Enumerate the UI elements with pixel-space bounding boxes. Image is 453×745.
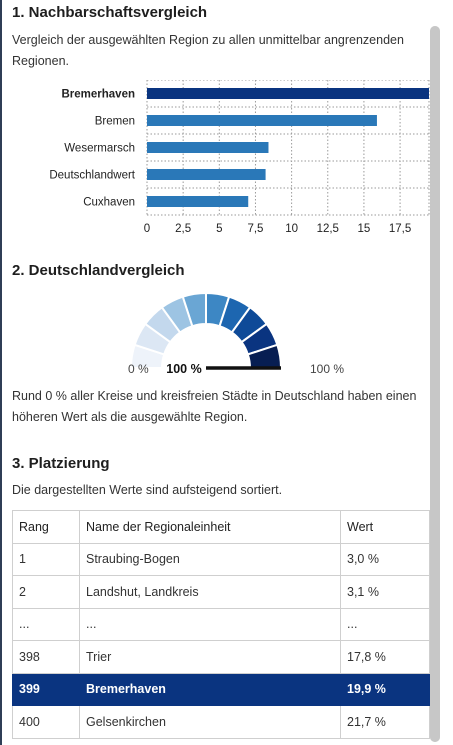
tick-label: 15 (358, 223, 371, 235)
cell-wert: 3,1 % (340, 575, 430, 609)
gauge-value-label: 100 % (166, 362, 201, 376)
table-row: ... ... ... (12, 607, 430, 641)
cell-wert: 19,9 % (340, 672, 430, 706)
tick-label: 7,5 (247, 223, 263, 235)
cell-name: ... (79, 607, 341, 641)
ranking-table-header: Rang Name der Regionaleinheit Wert (12, 510, 430, 544)
bar-bremerhaven (147, 88, 429, 99)
gauge-max-label: 100 % (310, 362, 344, 376)
vertical-scrollbar[interactable] (430, 26, 440, 742)
cell-name: Gelsenkirchen (79, 705, 341, 739)
cell-name: Straubing-Bogen (79, 542, 341, 576)
bar-cuxhaven (147, 196, 249, 207)
neighbourhood-bar-chart: Bremerhaven Bremen Wesermarsch Deutschlandw… (49, 80, 430, 235)
section1-title: 1. Nachbarschaftsvergleich (12, 4, 208, 21)
section3-description: Die dargestellten Werte sind aufsteigend… (12, 483, 283, 497)
bar-deutschlandwert (147, 169, 266, 180)
section2-title: 2. Deutschlandvergleich (12, 262, 185, 279)
cell-rang: 400 (12, 705, 80, 739)
section1-description: Vergleich der ausgewählten Region zu all… (12, 33, 404, 68)
category-label: Bremen (95, 116, 135, 128)
cell-name: Bremerhaven (79, 672, 341, 706)
cell-wert: 17,8 % (340, 640, 430, 674)
tick-label: 12,5 (317, 223, 339, 235)
table-row-selected: 399 Bremerhaven 19,9 % (12, 672, 430, 706)
category-label: Cuxhaven (83, 197, 135, 209)
category-label: Bremerhaven (61, 89, 135, 101)
ranking-table: Rang Name der Regionaleinheit Wert 1 Str… (12, 510, 430, 739)
cell-rang: 1 (12, 542, 80, 576)
section2-description: Rund 0 % aller Kreise und kreisfreien St… (12, 389, 417, 424)
cell-rang: 398 (12, 640, 80, 674)
category-label: Wesermarsch (64, 143, 135, 155)
tick-label: 2,5 (175, 223, 191, 235)
table-row: 1 Straubing-Bogen 3,0 % (12, 542, 430, 576)
table-row: 2 Landshut, Landkreis 3,1 % (12, 575, 430, 609)
cell-wert: 21,7 % (340, 705, 430, 739)
column-header-wert: Wert (340, 510, 430, 544)
cell-rang: ... (12, 607, 80, 641)
tick-label: 10 (285, 223, 298, 235)
left-border (0, 0, 2, 745)
tick-label: 0 (144, 223, 150, 235)
category-label: Deutschlandwert (49, 170, 135, 182)
column-header-rang: Rang (12, 510, 80, 544)
tick-label: 17,5 (389, 223, 411, 235)
cell-name: Trier (79, 640, 341, 674)
table-row: 400 Gelsenkirchen 21,7 % (12, 705, 430, 739)
gauge-min-label: 0 % (128, 362, 149, 376)
column-header-name: Name der Regionaleinheit (79, 510, 341, 544)
bar-bremen (147, 115, 377, 126)
bar-wesermarsch (147, 142, 269, 153)
cell-name: Landshut, Landkreis (79, 575, 341, 609)
section3-title: 3. Platzierung (12, 455, 110, 472)
table-row: 398 Trier 17,8 % (12, 640, 430, 674)
tick-label: 5 (216, 223, 222, 235)
scrollbar-thumb[interactable] (430, 26, 440, 742)
cell-wert: ... (340, 607, 430, 641)
cell-rang: 2 (12, 575, 80, 609)
cell-rang: 399 (12, 672, 80, 706)
cell-wert: 3,0 % (340, 542, 430, 576)
germany-comparison-gauge: 100 % 0 % 100 % (128, 291, 344, 376)
